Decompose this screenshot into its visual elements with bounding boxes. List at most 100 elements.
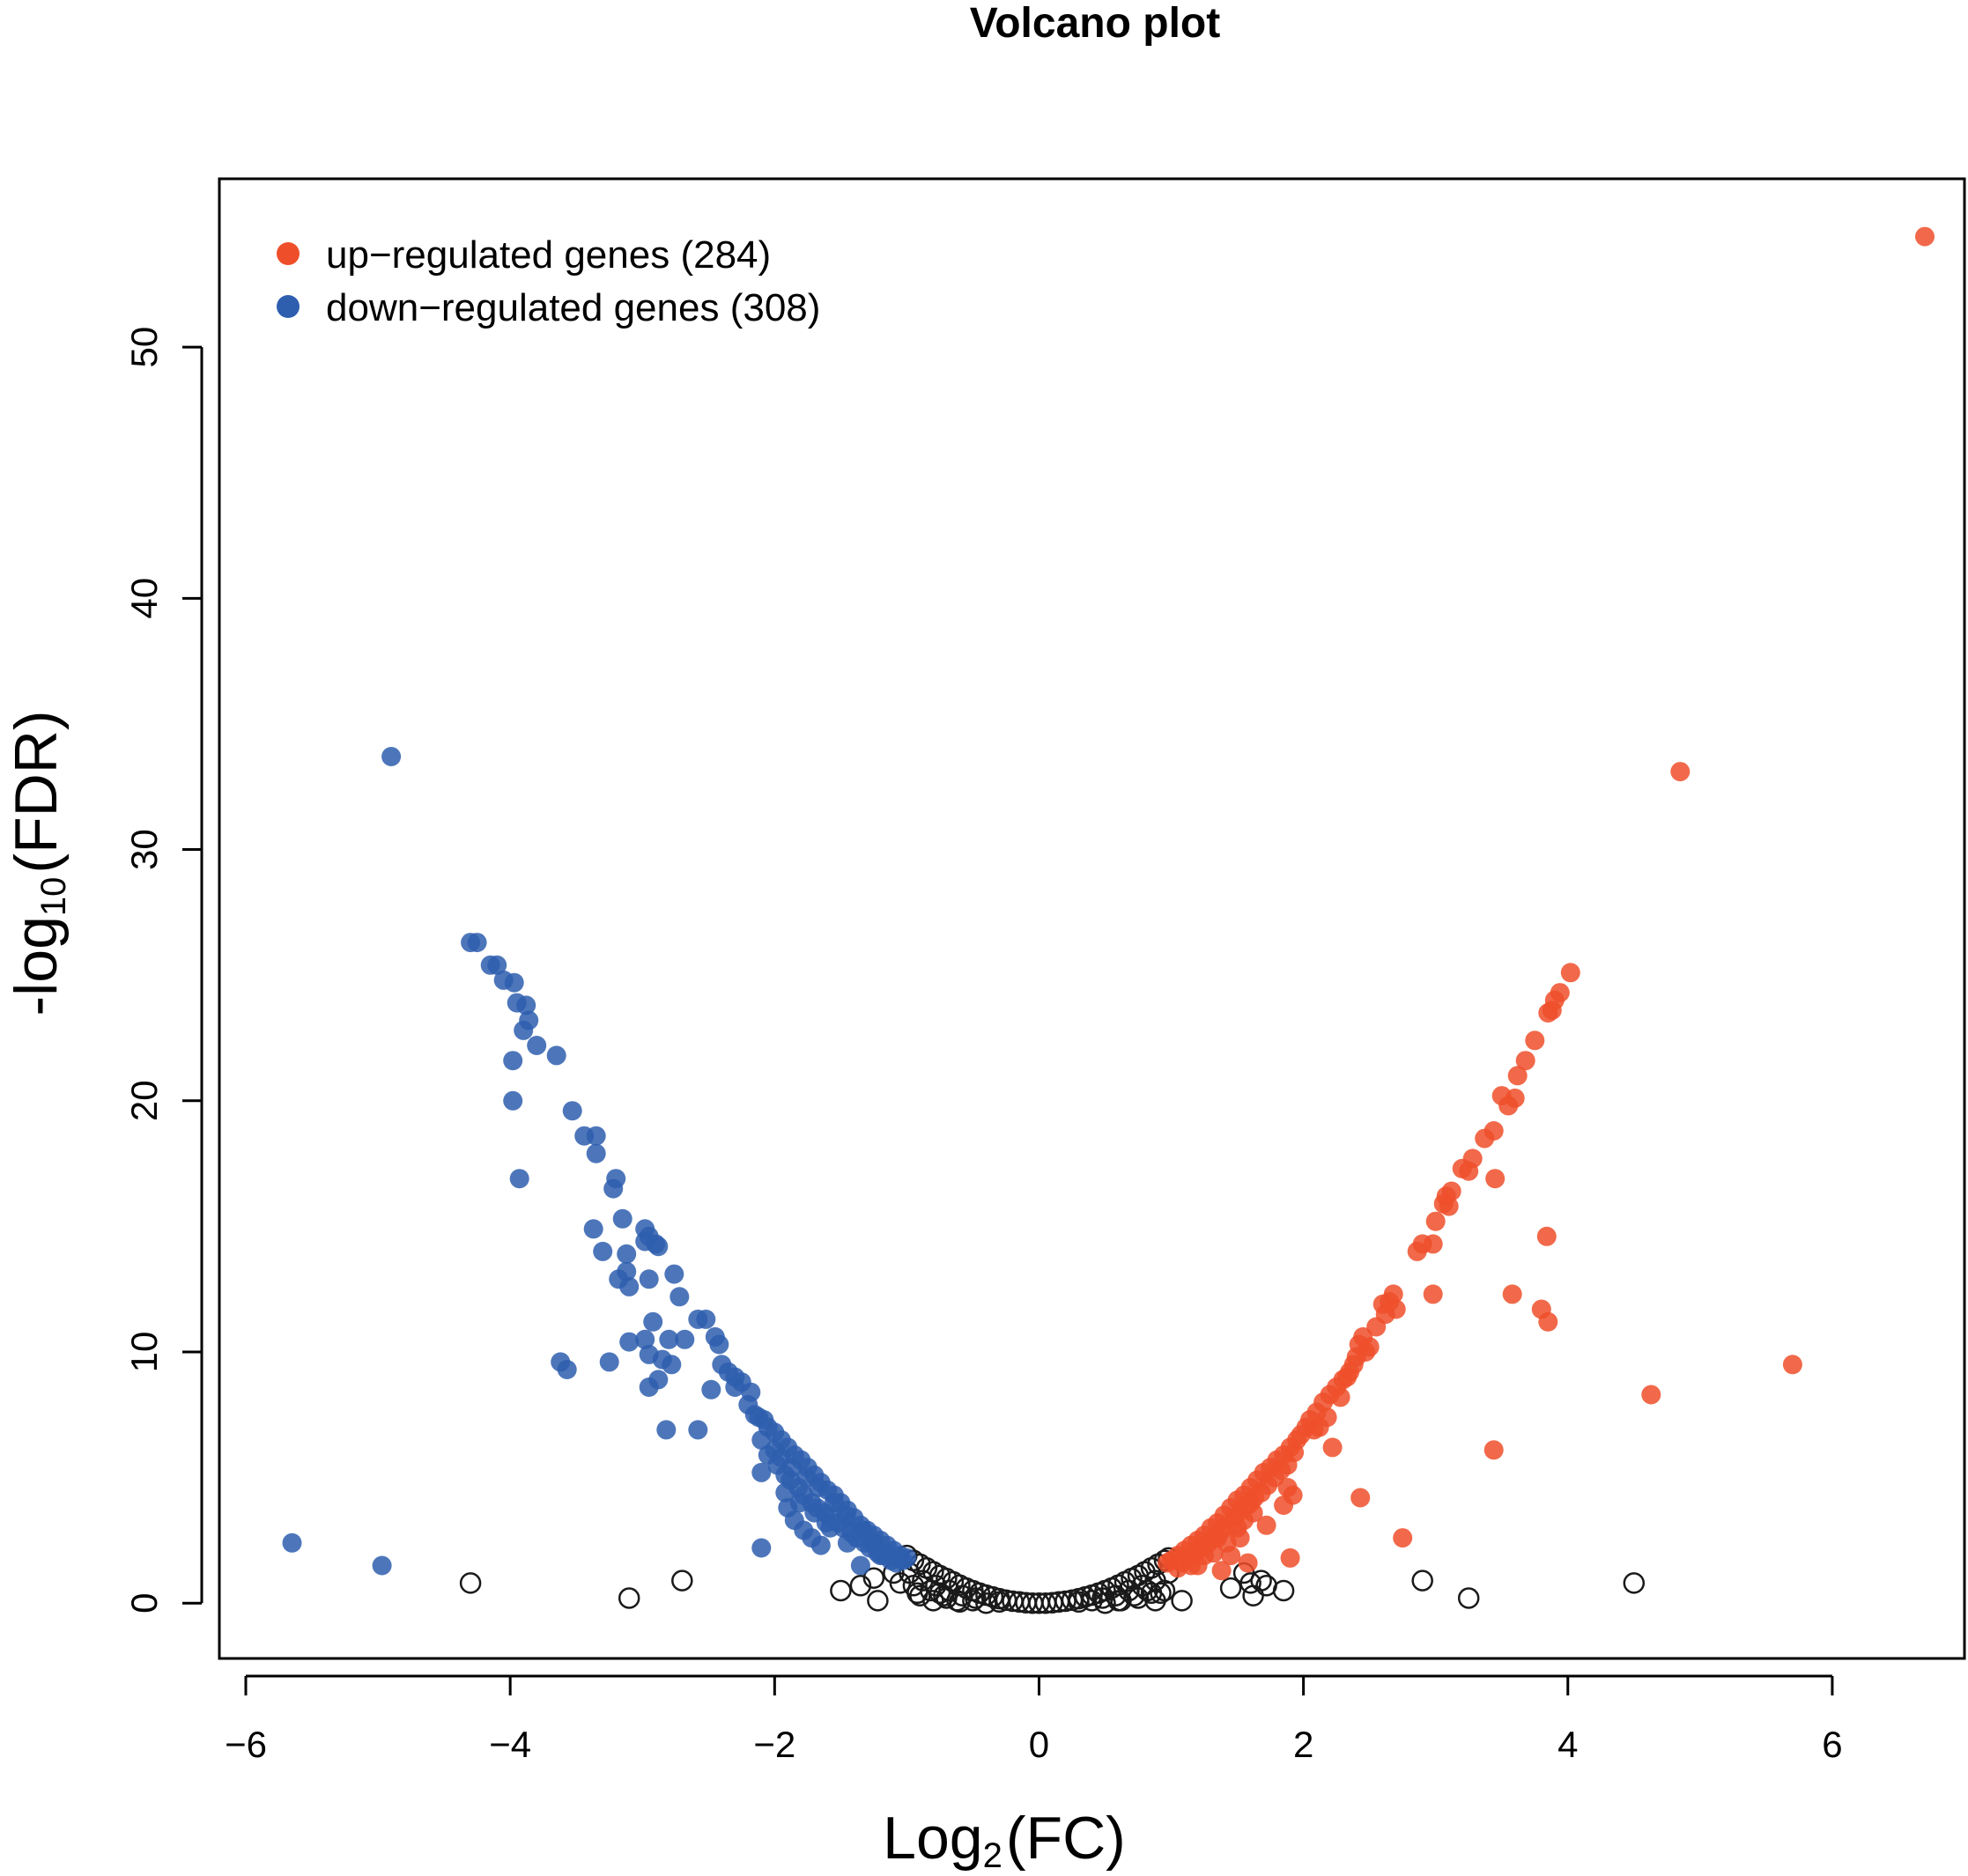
down-points-group (282, 747, 917, 1576)
ns-point-1 (618, 1587, 640, 1609)
ns-point-0 (459, 1572, 482, 1594)
down-point-11 (527, 1036, 547, 1055)
y-tick-label-5: 50 (123, 327, 165, 368)
ns-point-64 (981, 1585, 1004, 1608)
up-point-73 (1366, 1317, 1387, 1337)
legend-label-down: down−regulated genes (308) (326, 286, 820, 329)
ns-point-91 (1123, 1584, 1145, 1606)
down-point-18 (586, 1143, 606, 1163)
x-tick-label-4: 2 (1293, 1724, 1313, 1765)
up-point-11 (1507, 1066, 1528, 1086)
legend-label-up: up−regulated genes (284) (326, 233, 771, 277)
ns-point-70 (1087, 1582, 1110, 1605)
down-point-123 (744, 1405, 765, 1425)
down-point-30 (635, 1231, 655, 1252)
ns-point-27 (1219, 1577, 1242, 1599)
up-point-118 (1195, 1546, 1215, 1566)
x-tick-label-1: −4 (489, 1724, 531, 1765)
down-point-133 (892, 1550, 913, 1570)
up-point-8 (1538, 1003, 1558, 1023)
up-point-0 (1915, 226, 1935, 247)
down-point-40 (635, 1329, 655, 1349)
chart-title: Volcano plot (970, 0, 1220, 47)
up-point-75 (1337, 1367, 1358, 1387)
ns-point-31 (1250, 1569, 1272, 1592)
down-point-119 (751, 1538, 772, 1558)
ns-point-33 (1272, 1579, 1295, 1602)
down-point-114 (810, 1535, 831, 1555)
down-point-0 (381, 747, 402, 766)
ns-point-92 (1136, 1579, 1158, 1602)
y-tick-label-2: 20 (123, 1080, 165, 1121)
ns-point-93 (1150, 1582, 1172, 1605)
down-point-48 (662, 1355, 682, 1375)
up-point-33 (1485, 1169, 1506, 1189)
down-point-6 (504, 972, 524, 993)
down-point-28 (593, 1241, 613, 1261)
ns-points-group (459, 1544, 1646, 1614)
down-point-42 (675, 1329, 695, 1349)
down-point-60 (725, 1377, 745, 1397)
down-point-8 (516, 995, 536, 1016)
down-point-53 (639, 1377, 659, 1397)
up-point-106 (1280, 1547, 1300, 1568)
down-point-2 (467, 933, 487, 953)
ns-point-6 (867, 1590, 889, 1612)
ns-point-68 (1061, 1589, 1084, 1612)
down-point-127 (808, 1478, 828, 1497)
ns-point-88 (906, 1582, 929, 1605)
up-point-79 (1304, 1420, 1324, 1440)
up-point-120 (1208, 1528, 1228, 1548)
down-point-116 (837, 1533, 857, 1553)
ns-point-95 (1110, 1590, 1132, 1612)
y-tick-label-1: 10 (123, 1332, 165, 1373)
ns-point-26 (1171, 1590, 1193, 1612)
down-point-35 (664, 1264, 684, 1284)
up-point-9 (1525, 1030, 1545, 1051)
down-point-29 (617, 1244, 637, 1264)
down-point-14 (503, 1090, 523, 1111)
down-point-128 (824, 1493, 844, 1513)
down-point-23 (583, 1219, 603, 1239)
up-point-14 (1491, 1086, 1512, 1106)
ns-point-94 (946, 1590, 968, 1612)
down-point-61 (656, 1420, 677, 1440)
down-point-38 (696, 1309, 716, 1329)
up-point-24 (1425, 1211, 1446, 1231)
down-point-22 (612, 1208, 633, 1229)
down-point-117 (850, 1555, 870, 1576)
x-tick-label-6: 6 (1822, 1724, 1842, 1765)
plot-frame (218, 177, 1966, 1660)
up-point-98 (1322, 1437, 1343, 1458)
up-points-group (1158, 226, 1935, 1581)
up-point-19 (1452, 1158, 1472, 1178)
down-point-49 (599, 1352, 619, 1372)
down-point-125 (781, 1458, 802, 1478)
x-tick-label-2: −2 (753, 1724, 795, 1765)
ns-point-3 (830, 1579, 852, 1602)
ns-point-65 (995, 1589, 1017, 1612)
down-point-33 (619, 1276, 640, 1296)
up-point-4 (1560, 963, 1580, 983)
ns-point-89 (920, 1579, 942, 1602)
up-point-105 (1393, 1528, 1413, 1548)
up-point-16 (1475, 1128, 1495, 1148)
down-point-44 (709, 1334, 729, 1355)
down-point-137 (816, 1513, 836, 1533)
ns-point-15 (962, 1590, 984, 1612)
ns-point-5 (862, 1567, 885, 1589)
down-point-19 (509, 1169, 529, 1189)
down-point-21 (603, 1178, 624, 1199)
up-point-37 (1538, 1311, 1558, 1332)
up-point-122 (1174, 1547, 1195, 1568)
down-point-4 (487, 955, 507, 975)
ns-point-97 (1034, 1592, 1057, 1614)
down-point-62 (688, 1420, 708, 1440)
y-tick-label-4: 40 (123, 578, 165, 619)
y-axis: 0 10 20 30 40 50 (123, 327, 203, 1614)
down-point-12 (546, 1045, 566, 1066)
y-tick-label-0: 0 (123, 1593, 165, 1614)
up-point-35 (1502, 1284, 1522, 1304)
up-point-3 (1641, 1385, 1661, 1405)
